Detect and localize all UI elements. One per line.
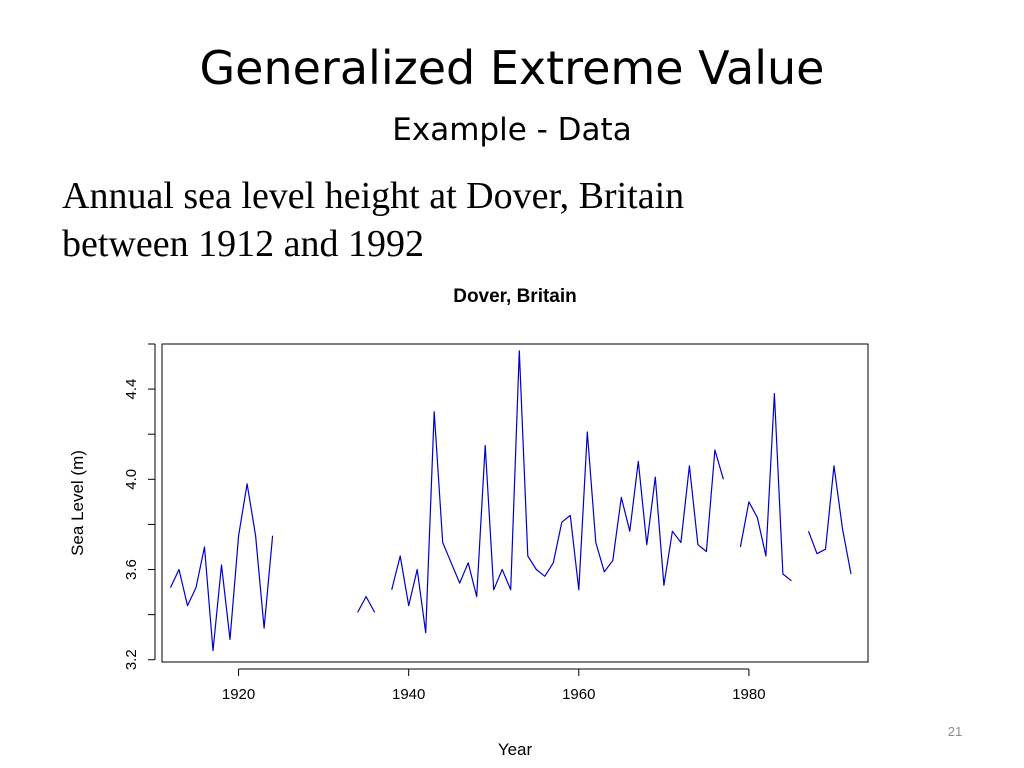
plot-frame	[161, 343, 869, 663]
x-tick-label: 1940	[392, 686, 425, 703]
x-tick-label: 1960	[562, 686, 595, 703]
x-tick-label: 1920	[222, 686, 255, 703]
y-tick-label: 4.4	[123, 379, 140, 400]
series-line-segment	[391, 350, 724, 634]
body-line-1: Annual sea level height at Dover, Britai…	[62, 175, 685, 217]
y-tick-label: 3.6	[123, 559, 140, 580]
slide-title: Generalized Extreme Value	[199, 41, 825, 95]
chart-title: Dover, Britain	[453, 286, 577, 307]
y-tick-label: 4.0	[123, 469, 140, 490]
slide-subtitle: Example - Data	[392, 112, 632, 148]
x-axis-label: Year	[498, 740, 533, 759]
y-axis-label: Sea Level (m)	[68, 450, 87, 556]
series-layer	[169, 350, 852, 652]
x-axis: 1920 1940 1960 1980	[222, 668, 766, 703]
slide-number: 21	[947, 724, 963, 739]
series-line-segment	[357, 596, 376, 613]
x-tick-label: 1980	[732, 686, 765, 703]
y-axis: 3.2 3.6 4.0 4.4	[123, 343, 156, 670]
body-line-2: between 1912 and 1992	[62, 223, 424, 265]
series-line-segment	[739, 392, 792, 582]
slide-body-text: Annual sea level height at Dover, Britai…	[62, 172, 962, 268]
series-line-segment	[169, 483, 274, 652]
sea-level-line-chart: Dover, Britain 1920 1940 1960 1980 3.2 3.6 4.…	[68, 286, 869, 759]
series-line-segment	[807, 465, 852, 575]
y-tick-label: 3.2	[123, 649, 140, 670]
